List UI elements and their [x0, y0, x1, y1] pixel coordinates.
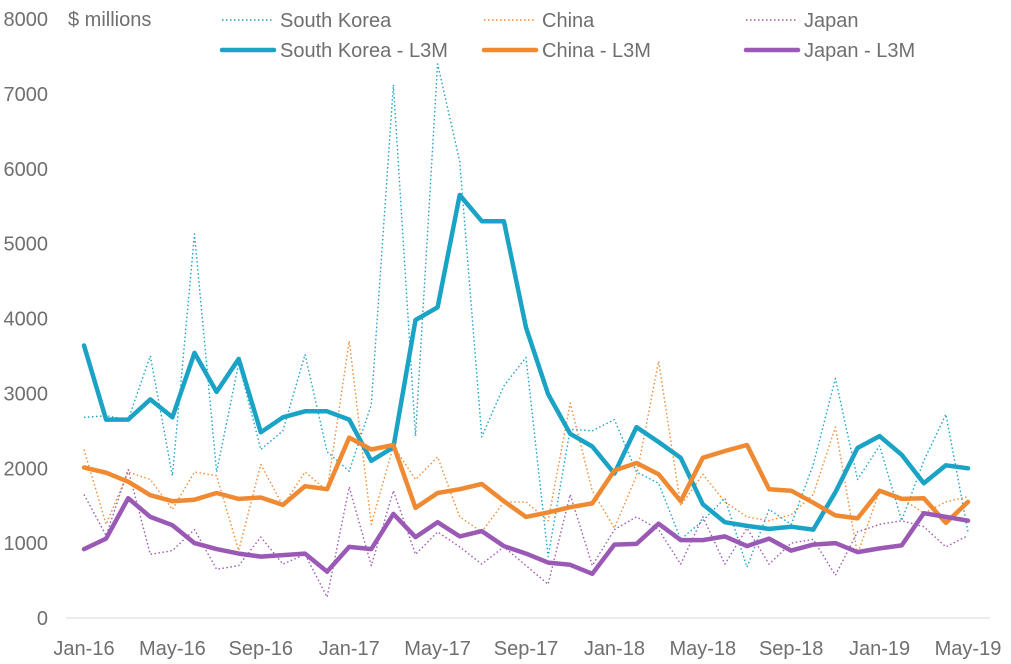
x-axis: Jan-16 May-16 Sep-16 Jan-17 May-17 Sep-17 Jan-…: [53, 617, 1002, 660]
y-tick-label: 0: [37, 608, 48, 630]
series-line-japan: [83, 469, 969, 598]
legend-label-china: China: [542, 10, 595, 32]
y-tick-label: 1000: [4, 533, 49, 555]
legend-label-japan-l3m: Japan - L3M: [804, 40, 915, 62]
legend-label-japan: Japan: [804, 10, 859, 32]
x-tick-label: May-18: [669, 638, 736, 660]
legend-label-south-korea-l3m: South Korea - L3M: [280, 40, 448, 62]
x-tick-label: Jan-18: [584, 638, 645, 660]
series-line-japan-l3m: [81, 495, 971, 577]
unit-label: $ millions: [68, 9, 151, 31]
x-tick-label: Sep-18: [759, 638, 824, 660]
x-tick-label: May-19: [935, 638, 1002, 660]
series-line-south-korea: [83, 63, 969, 568]
y-tick-label: 5000: [4, 234, 49, 256]
legend-label-china-l3m: China - L3M: [542, 40, 651, 62]
y-tick-label: 6000: [4, 159, 49, 181]
x-tick-label: Sep-17: [494, 638, 559, 660]
y-tick-label: 4000: [4, 309, 49, 331]
x-tick-label: Jan-19: [849, 638, 910, 660]
series-line-china: [83, 340, 969, 556]
y-tick-label: 3000: [4, 383, 49, 405]
y-tick-label: 2000: [4, 458, 49, 480]
x-tick-label: Jan-16: [53, 638, 114, 660]
y-axis: 0 1000 2000 3000 4000 5000 6000 7000 8000: [4, 9, 49, 630]
x-tick-label: Sep-16: [229, 638, 294, 660]
series-layer: [81, 63, 971, 598]
y-tick-label: 7000: [4, 84, 49, 106]
x-tick-label: May-16: [139, 638, 206, 660]
series-line-south-korea-l3m: [81, 192, 971, 532]
x-tick-label: Jan-17: [319, 638, 380, 660]
y-tick-label: 8000: [4, 9, 49, 31]
x-tick-label: May-17: [404, 638, 471, 660]
legend: South Korea China Japan South Korea - L3M Ch…: [219, 10, 915, 62]
legend-label-south-korea: South Korea: [280, 10, 392, 32]
series-line-china-l3m: [81, 435, 971, 526]
